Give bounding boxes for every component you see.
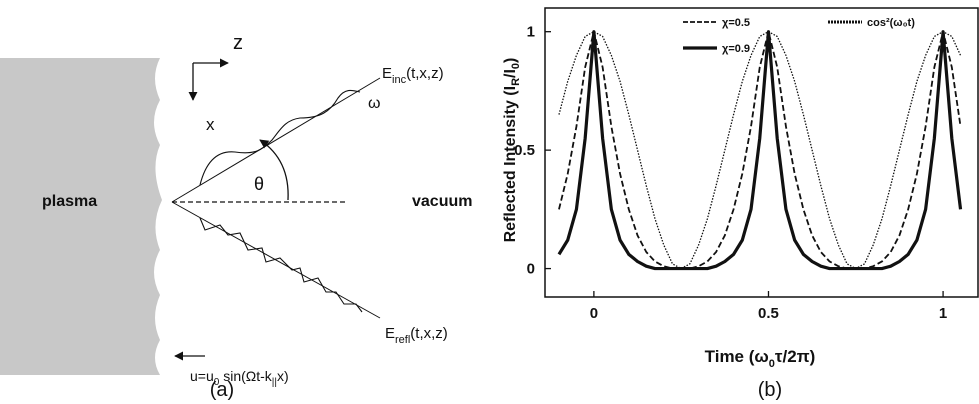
legend-label: cos²(ω₀t) <box>867 17 915 29</box>
u-part: u=u <box>190 368 214 384</box>
e-symbol: E <box>382 65 392 82</box>
y-tick-label: 0 <box>527 261 535 278</box>
series-line <box>558 31 962 270</box>
incident-ray <box>171 77 381 203</box>
y-label-part: ) <box>502 58 519 63</box>
incident-wave <box>199 89 361 186</box>
x-axis-label: Time (ω0τ/2π) <box>705 347 816 370</box>
x-label-part: Time (ω <box>705 347 769 366</box>
z-label: z <box>233 32 243 54</box>
diagram-panel: z x Einc(t,x,z) ω θ plasma vacuum Erefl(… <box>0 32 472 401</box>
panel-label: (b) <box>758 379 782 401</box>
u-sub: || <box>272 377 277 388</box>
y-label-part: Reflected Intensity (I <box>502 86 519 242</box>
x-tick-label: 0 <box>590 305 598 322</box>
legend-label: χ=0.5 <box>722 17 750 29</box>
u-part: x) <box>277 368 289 384</box>
y-axis-label: Reflected Intensity (IR/I0) <box>502 58 522 243</box>
chart-panel: Reflected Intensity (IR/I0) Time (ω0τ/2π… <box>502 7 979 401</box>
y-label-part: /I <box>502 69 519 78</box>
vacuum-label: vacuum <box>412 193 472 210</box>
y-tick-label: 1 <box>527 24 535 41</box>
plot-frame <box>544 7 979 298</box>
e-refl-label: Erefl(t,x,z) <box>385 325 448 346</box>
e-inc-label: Einc(t,x,z) <box>382 65 444 86</box>
theta-label: θ <box>254 174 264 194</box>
plasma-block <box>0 58 162 375</box>
e-symbol: E <box>385 325 395 342</box>
panel-label: (a) <box>210 379 234 401</box>
e-args: (t,x,z) <box>406 65 444 82</box>
legend-label: χ=0.9 <box>722 43 750 55</box>
u-part: sin(Ωt-k <box>219 368 272 384</box>
e-args: (t,x,z) <box>410 325 448 342</box>
series-line <box>558 30 962 270</box>
x-tick-label: 1 <box>939 305 947 322</box>
reflected-ray <box>171 201 381 319</box>
series-line <box>557 30 963 271</box>
x-label: x <box>206 115 215 134</box>
u-label: u=u0 sin(Ωt-k||x) <box>190 368 289 388</box>
x-tick-label: 0.5 <box>758 305 779 322</box>
e-subscript: inc <box>392 74 407 86</box>
y-label-sub: 0 <box>510 63 522 69</box>
omega-label: ω <box>368 95 381 112</box>
x-label-part: τ/2π) <box>775 347 815 366</box>
reflected-wave <box>199 217 363 313</box>
theta-arc <box>259 139 289 201</box>
e-subscript: refl <box>395 334 410 346</box>
u-sub: 0 <box>214 377 220 388</box>
plasma-label: plasma <box>42 193 97 210</box>
y-label-sub: R <box>510 78 522 86</box>
y-tick-label: 0.5 <box>514 142 535 159</box>
x-label-sub: 0 <box>769 358 775 370</box>
